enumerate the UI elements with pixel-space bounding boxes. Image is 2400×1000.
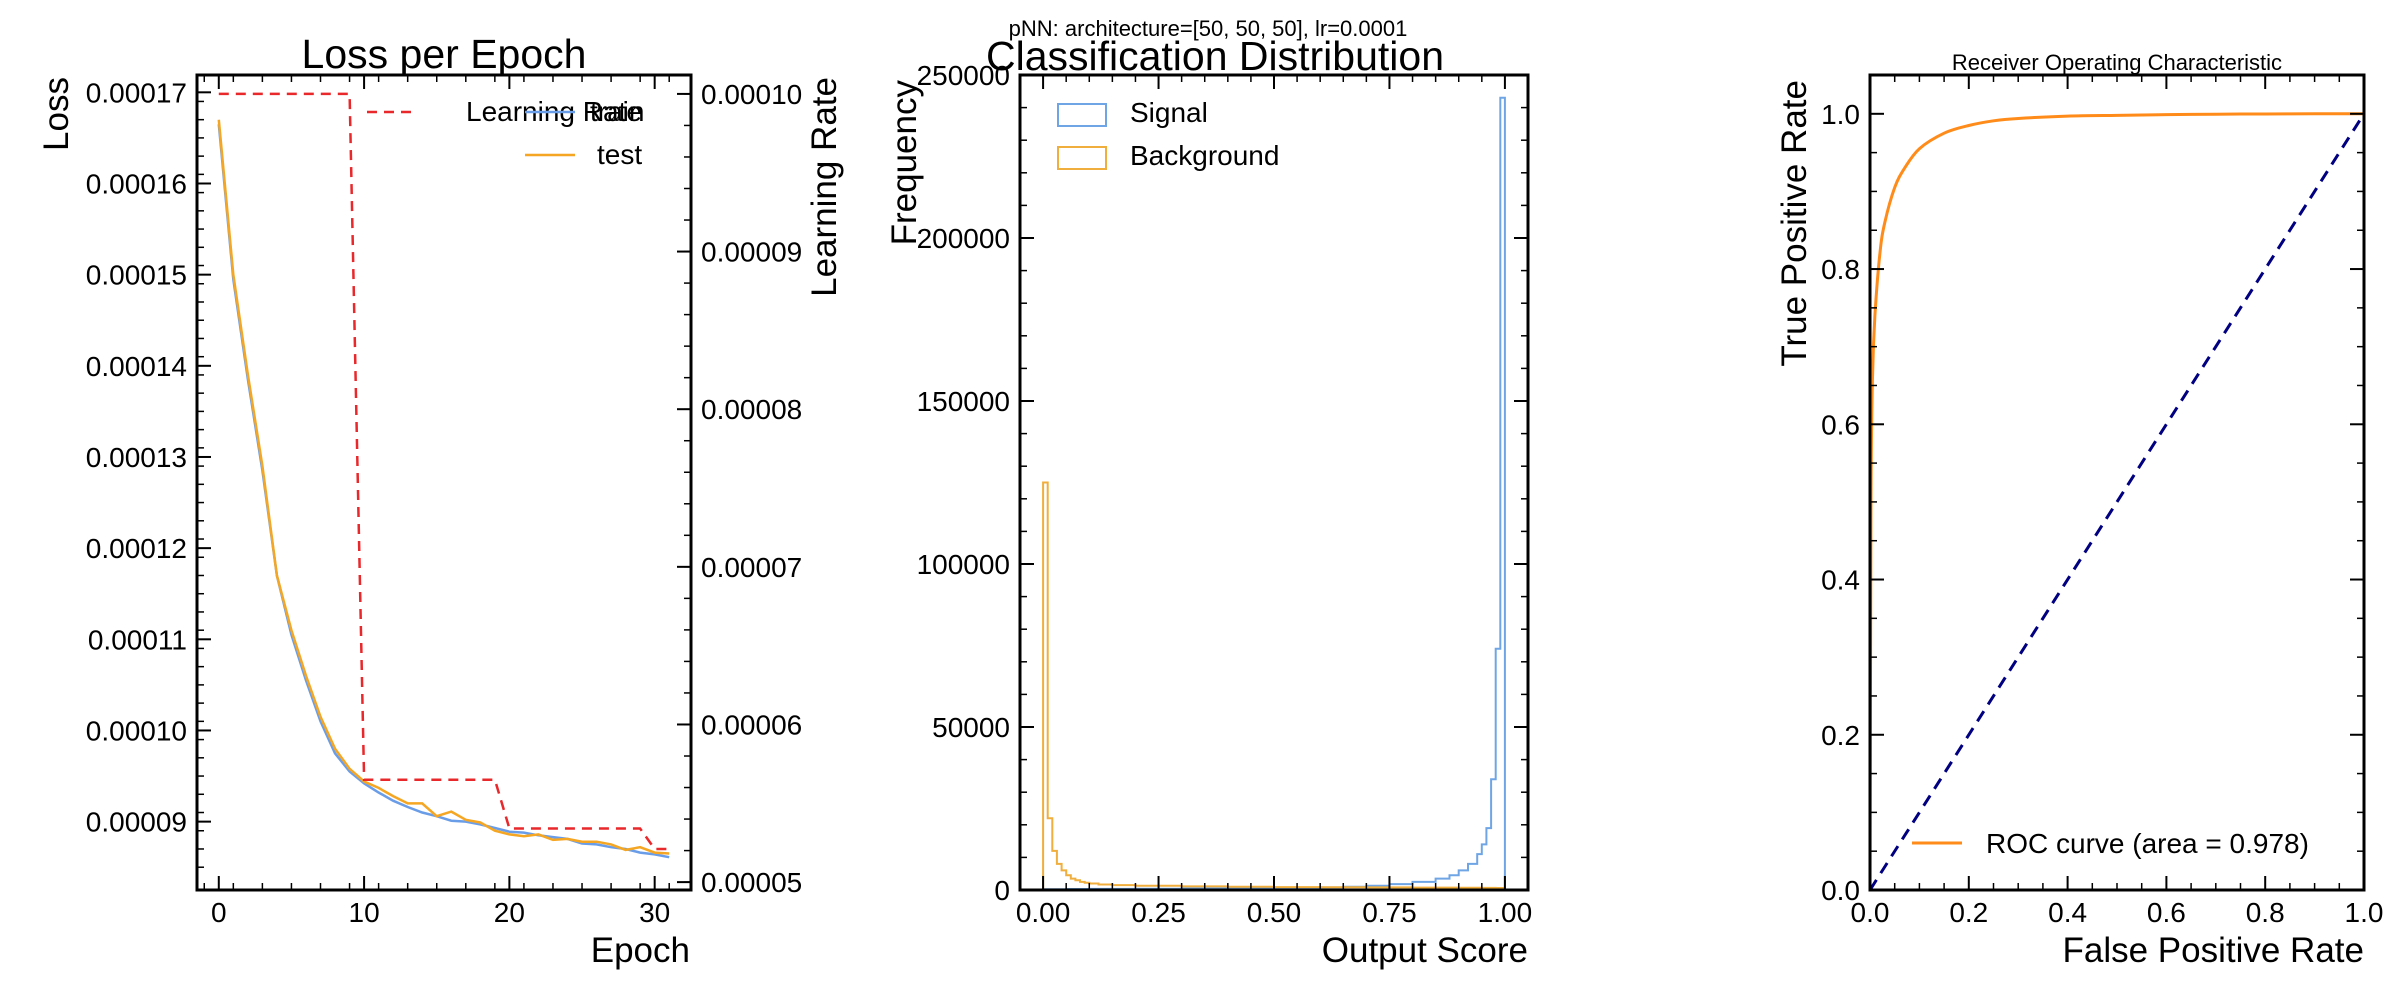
legend-label: Signal — [1130, 97, 1208, 128]
loss-x-tick-label: 30 — [639, 897, 670, 928]
fpr-x-tick-label: 0.0 — [1851, 897, 1890, 928]
legend-swatch — [1057, 103, 1107, 127]
freq-y-tick-label: 200000 — [917, 223, 1010, 254]
loss-title: Loss per Epoch — [302, 31, 587, 77]
roc-xlabel: False Positive Rate — [2062, 931, 2364, 970]
score-x-tick-label: 0.50 — [1247, 897, 1302, 928]
loss-y-tick-label: 0.00011 — [88, 624, 187, 655]
legend-label: Background — [1130, 140, 1279, 171]
tpr-y-tick-label: 0.2 — [1821, 720, 1860, 751]
fpr-x-tick-label: 1.0 — [2345, 897, 2384, 928]
loss-y-tick-label: 0.00017 — [86, 77, 187, 108]
roc-plot-frame — [1868, 73, 2366, 892]
histogram-signal — [1042, 96, 1506, 891]
lr-y-tick-label: 0.00010 — [701, 79, 802, 110]
freq-y-tick-label: 150000 — [917, 386, 1010, 417]
chance-diagonal — [1868, 112, 2366, 891]
loss-y-tick-label: 0.00012 — [86, 533, 187, 564]
classification-plot-frame — [1018, 73, 1530, 892]
roc-legend: ROC curve (area = 0.978) — [1912, 828, 2309, 859]
figure-suptitle: pNN: architecture=[50, 50, 50], lr=0.000… — [1009, 16, 1408, 41]
fpr-x-tick-label: 0.6 — [2147, 897, 2186, 928]
loss-y-tick-label: 0.00010 — [86, 715, 187, 746]
freq-y-tick-label: 50000 — [932, 712, 1010, 743]
score-x-tick-label: 0.00 — [1016, 897, 1071, 928]
legend-label: train — [590, 96, 644, 127]
loss-y-tick-label: 0.00009 — [86, 807, 187, 838]
fpr-x-tick-label: 0.4 — [2048, 897, 2087, 928]
histogram-background — [1042, 481, 1506, 890]
loss-panel: 0 10 20 30 0.00009 0.00010 0.00011 0.00012 0.000… — [37, 31, 844, 970]
roc-curve — [1868, 112, 2364, 891]
lr-y-tick-label: 0.00006 — [701, 709, 802, 740]
lr-y-tick-label: 0.00008 — [701, 394, 802, 425]
score-x-tick-label: 1.00 — [1478, 897, 1533, 928]
roc-title: Receiver Operating Characteristic — [1952, 50, 2282, 75]
legend-label: ROC curve (area = 0.978) — [1986, 828, 2309, 859]
loss-xlabel: Epoch — [591, 931, 690, 970]
loss-x-tick-label: 0 — [211, 897, 227, 928]
series-line-learning-rate — [218, 92, 670, 851]
lr-y-tick-label: 0.00007 — [701, 552, 802, 583]
roc-panel: 0.0 0.2 0.4 0.6 0.8 1.0 0.0 0.2 0.4 0.6 0.8 1.0 ROC… — [1775, 50, 2383, 970]
classification-ylabel: Frequency — [885, 80, 924, 246]
learning-rate-ylabel: Learning Rate — [805, 77, 844, 297]
loss-y-tick-label: 0.00014 — [86, 351, 187, 382]
loss-ylabel: Loss — [37, 77, 76, 151]
lr-y-tick-label: 0.00009 — [701, 237, 802, 268]
loss-y-tick-label: 0.00013 — [86, 442, 187, 473]
loss-y-tick-label: 0.00016 — [86, 168, 187, 199]
lr-y-tick-label: 0.00005 — [701, 867, 802, 898]
tpr-y-tick-label: 1.0 — [1821, 99, 1860, 130]
freq-y-tick-label: 0 — [994, 875, 1010, 906]
freq-y-tick-label: 250000 — [917, 60, 1010, 91]
classification-xlabel: Output Score — [1322, 931, 1528, 970]
tpr-y-tick-label: 0.6 — [1821, 409, 1860, 440]
loss-plot-frame — [195, 73, 693, 892]
loss-y-tick-label: 0.00015 — [86, 260, 187, 291]
loss-x-tick-label: 10 — [349, 897, 380, 928]
series-line-train — [217, 124, 670, 859]
fpr-x-tick-label: 0.8 — [2246, 897, 2285, 928]
classification-legend: Signal Background — [1057, 97, 1279, 171]
legend-label: test — [597, 139, 642, 170]
tpr-y-tick-label: 0.8 — [1821, 254, 1860, 285]
fpr-x-tick-label: 0.2 — [1949, 897, 1988, 928]
score-x-tick-label: 0.75 — [1362, 897, 1417, 928]
tpr-y-tick-label: 0.0 — [1821, 875, 1860, 906]
legend-swatch — [1057, 146, 1107, 170]
loss-x-tick-label: 20 — [494, 897, 525, 928]
roc-ylabel: True Positive Rate — [1775, 80, 1814, 367]
tpr-y-tick-label: 0.4 — [1821, 565, 1860, 596]
series-line-test — [217, 119, 670, 855]
score-x-tick-label: 0.25 — [1131, 897, 1186, 928]
classification-panel: 0.00 0.25 0.50 0.75 1.00 0 50000 100000 150000 20… — [885, 33, 1532, 970]
freq-y-tick-label: 100000 — [917, 549, 1010, 580]
classification-title: Classification Distribution — [986, 33, 1444, 79]
